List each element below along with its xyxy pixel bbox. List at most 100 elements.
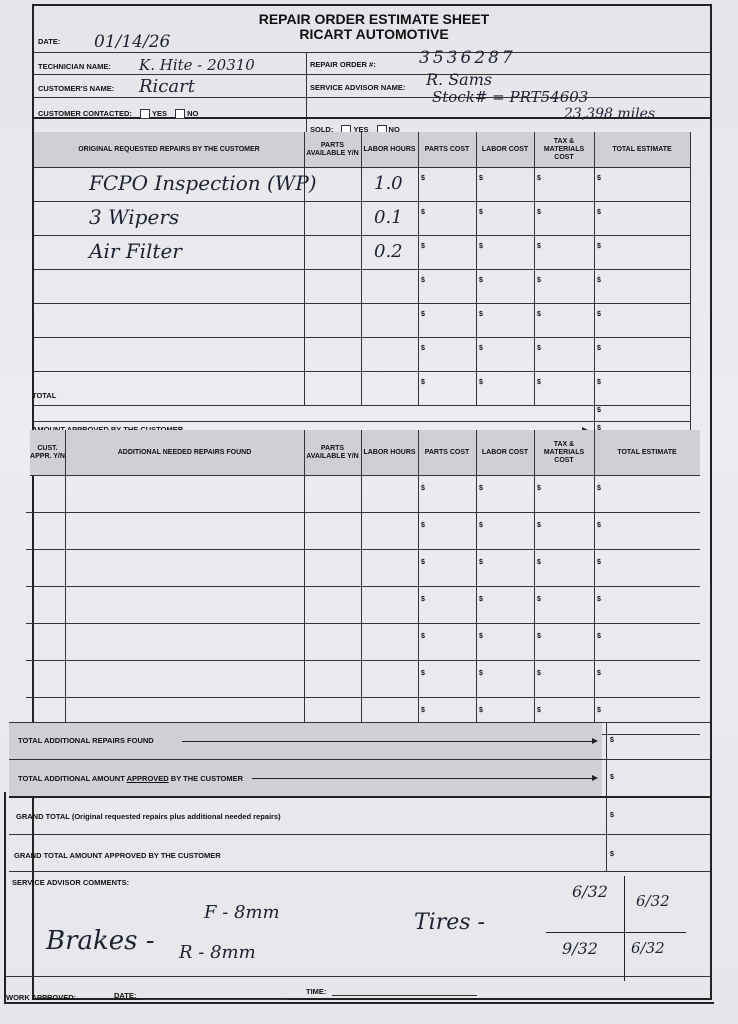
date-value[interactable]: 01/14/26	[94, 32, 171, 52]
yes-label: YES	[151, 109, 167, 118]
currency-symbol: $	[421, 379, 425, 386]
currency-symbol: $	[597, 209, 601, 216]
column-header: ADDITIONAL NEEDED REPAIRS FOUND	[117, 448, 252, 456]
currency-symbol: $	[537, 209, 541, 216]
column-header: LABOR COST	[481, 448, 529, 456]
tire-front-left: 6/32	[572, 882, 608, 901]
column-header: TAX & MATERIALS COST	[543, 440, 585, 464]
currency-symbol: $	[479, 175, 483, 182]
column-divider	[594, 405, 595, 442]
column-divider	[418, 430, 419, 734]
currency-symbol: $	[421, 485, 425, 492]
repair-description[interactable]: 3 Wipers	[89, 205, 180, 229]
currency-symbol: $	[421, 243, 425, 250]
row-divider	[34, 303, 690, 304]
currency-symbol: $	[479, 707, 483, 714]
repair-description[interactable]: Air Filter	[89, 239, 182, 263]
tire-diagram-line	[624, 876, 625, 981]
currency-symbol: $	[597, 345, 601, 352]
table-row: $ $ $ $	[30, 549, 700, 586]
currency-symbol: $	[597, 596, 601, 603]
no-label: NO	[388, 125, 400, 134]
column-header: PARTS AVAILABLE Y/N	[306, 444, 359, 460]
row-divider	[34, 235, 690, 236]
table-row: 3 Wipers 0.1 $ $ $ $	[34, 201, 690, 235]
sold-label: SOLD:	[310, 125, 334, 134]
currency-symbol: $	[479, 209, 483, 216]
currency-symbol: $	[610, 812, 614, 819]
row-divider	[34, 269, 690, 270]
currency-symbol: $	[421, 707, 425, 714]
total-label: TOTAL	[32, 391, 57, 400]
column-header: TAX & MATERIALS COST	[543, 137, 585, 161]
service-advisor-label: SERVICE ADVISOR NAME:	[310, 83, 406, 92]
currency-symbol: $	[479, 633, 483, 640]
table-row: $ $ $ $	[34, 371, 690, 405]
approval-time-field[interactable]	[332, 995, 477, 996]
customer-name-value[interactable]: Ricart	[139, 76, 195, 97]
contacted-yes-checkbox[interactable]	[139, 109, 150, 120]
currency-symbol: $	[421, 175, 425, 182]
table-row: $ $ $ $	[34, 269, 690, 303]
column-header: TOTAL ESTIMATE	[617, 448, 677, 456]
currency-symbol: $	[479, 345, 483, 352]
table-row: $ $ $ $	[34, 303, 690, 337]
column-divider	[304, 132, 305, 405]
currency-symbol: $	[421, 345, 425, 352]
table-row: $ $ $ $	[30, 660, 700, 697]
column-divider	[418, 132, 419, 405]
column-divider	[361, 132, 362, 405]
currency-symbol: $	[421, 277, 425, 284]
currency-symbol: $	[537, 345, 541, 352]
table-row: $ $ $ $	[30, 475, 700, 512]
grand-total-label: GRAND TOTAL (Original requested repairs …	[16, 812, 281, 821]
brake-front-comment: F - 8mm	[204, 902, 280, 923]
currency-symbol: $	[537, 277, 541, 284]
currency-symbol: $	[610, 737, 614, 744]
currency-symbol: $	[610, 851, 614, 858]
table-header-bg	[34, 132, 690, 167]
column-divider	[476, 430, 477, 734]
currency-symbol: $	[479, 311, 483, 318]
labor-hours[interactable]: 0.1	[374, 207, 403, 228]
column-divider	[65, 430, 66, 734]
service-advisor-value[interactable]: R. Sams	[426, 70, 493, 89]
row-divider	[26, 586, 700, 587]
column-divider	[361, 430, 362, 734]
currency-symbol: $	[479, 243, 483, 250]
column-header: PARTS COST	[424, 145, 470, 153]
technician-value[interactable]: K. Hite - 20310	[139, 56, 255, 74]
row-divider	[34, 405, 690, 406]
column-divider	[304, 430, 305, 734]
currency-symbol: $	[537, 379, 541, 386]
yes-label: YES	[353, 125, 369, 134]
column-header: LABOR HOURS	[363, 145, 416, 153]
row-divider	[26, 512, 700, 513]
currency-symbol: $	[537, 707, 541, 714]
table-row: FCPO Inspection (WP) 1.0 $ $ $ $	[34, 167, 690, 201]
column-header: LABOR HOURS	[363, 448, 416, 456]
tire-rear-left: 9/32	[562, 939, 598, 958]
contacted-no-checkbox[interactable]	[175, 109, 186, 120]
repair-description[interactable]: FCPO Inspection (WP)	[89, 171, 317, 195]
currency-symbol: $	[421, 522, 425, 529]
customer-contacted: CUSTOMER CONTACTED: YES NO	[38, 109, 198, 120]
tire-diagram-line	[546, 932, 686, 933]
amount-approved-label: AMOUNT APPROVED BY THE CUSTOMER	[32, 425, 183, 434]
service-advisor-comments-label: SERVICE ADVISOR COMMENTS:	[12, 878, 130, 887]
column-divider	[534, 430, 535, 734]
table-row: $ $ $ $	[30, 623, 700, 660]
labor-hours[interactable]: 1.0	[374, 173, 403, 194]
currency-symbol: $	[537, 670, 541, 677]
currency-symbol: $	[479, 522, 483, 529]
labor-hours[interactable]: 0.2	[374, 241, 403, 262]
currency-symbol: $	[597, 670, 601, 677]
form-border-left	[4, 792, 6, 1004]
currency-symbol: $	[421, 633, 425, 640]
currency-symbol: $	[479, 277, 483, 284]
approval-date-field[interactable]	[142, 999, 287, 1000]
repair-order-value[interactable]: 3536287	[419, 48, 516, 68]
column-divider	[594, 132, 595, 405]
arrow-icon	[252, 775, 598, 781]
row-divider	[26, 549, 700, 550]
